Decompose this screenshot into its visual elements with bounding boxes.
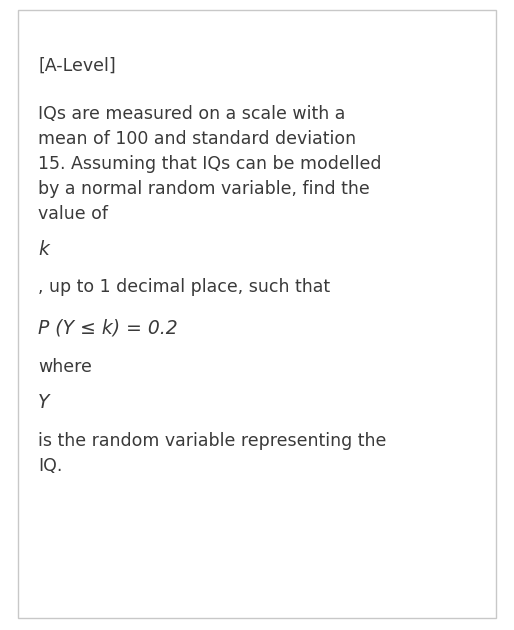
Text: by a normal random variable, find the: by a normal random variable, find the [38,180,370,198]
Text: P (Y ≤ k) = 0.2: P (Y ≤ k) = 0.2 [38,318,178,337]
Text: where: where [38,358,92,376]
Text: IQs are measured on a scale with a: IQs are measured on a scale with a [38,105,345,123]
Text: [A-Level]: [A-Level] [38,57,116,75]
Text: Y: Y [38,393,49,412]
Text: value of: value of [38,205,108,223]
Text: , up to 1 decimal place, such that: , up to 1 decimal place, such that [38,278,330,296]
Text: k: k [38,240,49,259]
Text: IQ.: IQ. [38,457,62,475]
Text: is the random variable representing the: is the random variable representing the [38,432,387,450]
Text: 15. Assuming that IQs can be modelled: 15. Assuming that IQs can be modelled [38,155,381,173]
Text: mean of 100 and standard deviation: mean of 100 and standard deviation [38,130,356,148]
